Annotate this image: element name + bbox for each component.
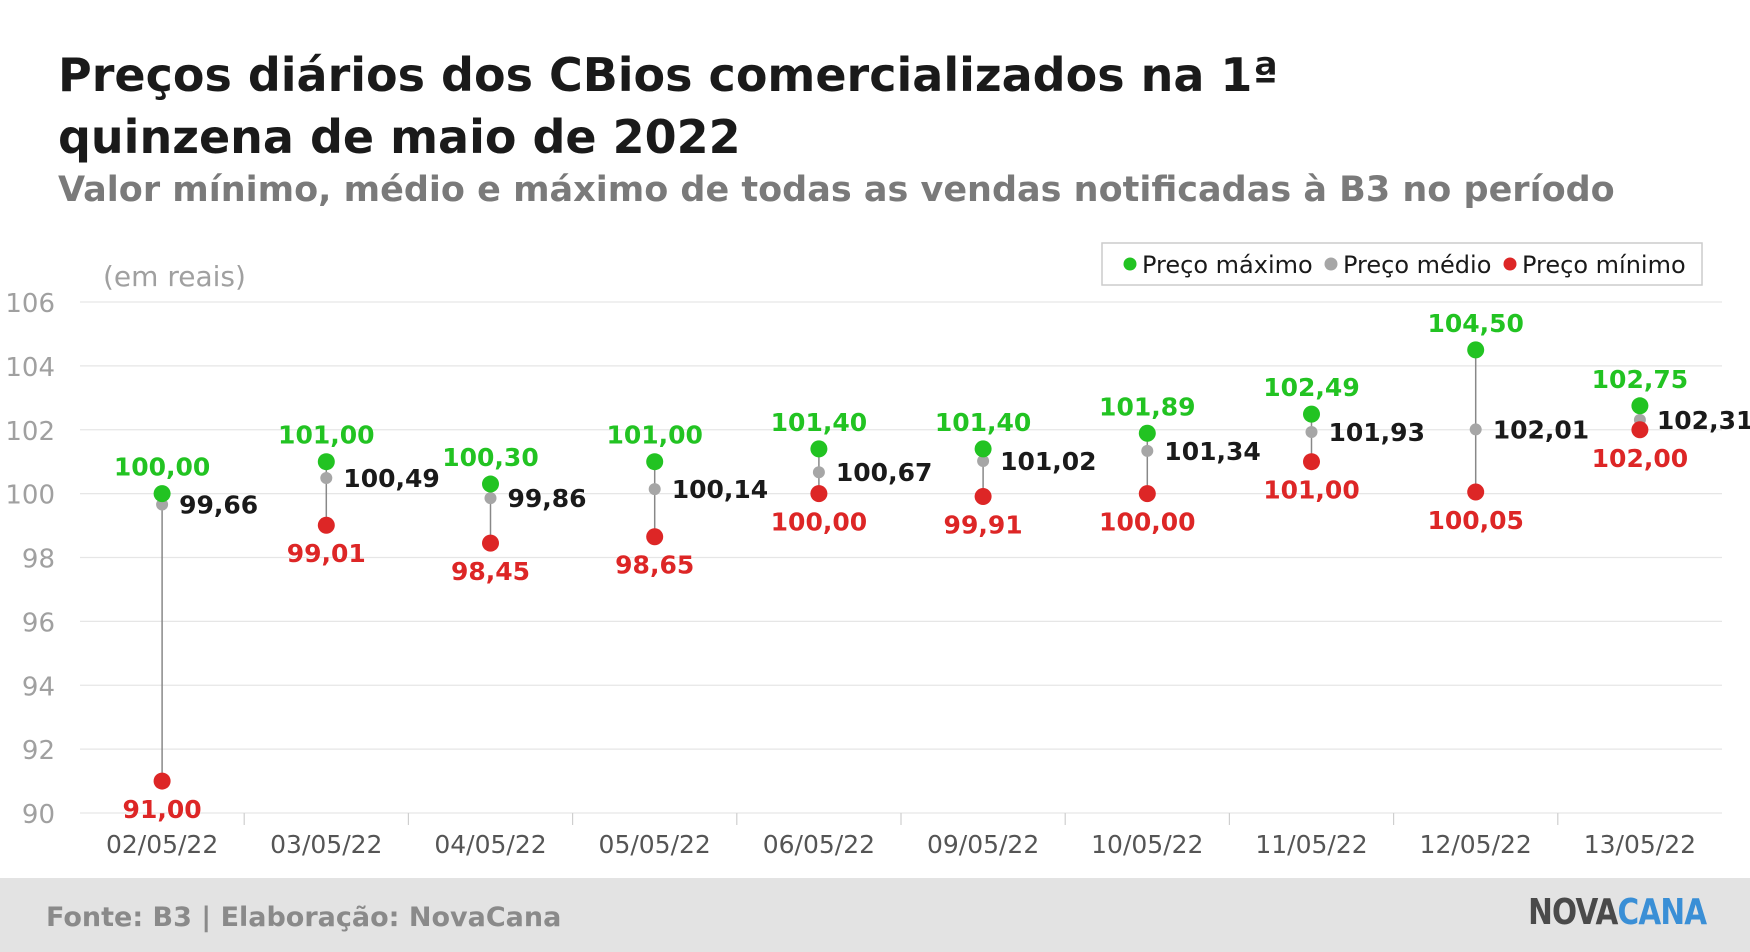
max-data-label: 101,89 (1099, 392, 1195, 421)
min-data-label: 102,00 (1592, 444, 1688, 473)
avg-data-label: 100,14 (672, 475, 768, 504)
max-point (974, 440, 992, 458)
chart-title: Preços diários dos CBios comercializados… (58, 48, 1279, 164)
y-tick-label: 100 (5, 481, 55, 511)
min-point (317, 516, 335, 534)
avg-point (648, 483, 661, 496)
legend-box (1101, 242, 1703, 286)
x-tick-label: 04/05/22 (434, 830, 546, 859)
avg-data-label: 100,67 (836, 458, 932, 487)
x-tick-label: 06/05/22 (763, 830, 875, 859)
max-data-label: 104,50 (1427, 309, 1523, 338)
min-data-label: 101,00 (1263, 476, 1359, 505)
max-point (1631, 397, 1649, 415)
max-point (810, 440, 828, 458)
max-data-label: 102,75 (1592, 365, 1688, 394)
avg-data-label: 102,31 (1657, 406, 1750, 435)
min-data-label: 100,00 (771, 508, 867, 537)
chart-canvas: (em reais) 90 92 94 96 98 100 102 104 106 02/05/2… (5, 242, 1750, 859)
avg-point (812, 466, 825, 479)
source-note: Fonte: B3 | Elaboração: NovaCana (46, 902, 562, 933)
legend-label: Preço médio (1343, 251, 1491, 279)
legend: Preço máximo Preço médio Preço mínimo (1101, 242, 1703, 286)
logo-part-cana: CANA (1617, 892, 1707, 933)
max-data-label: 100,00 (114, 453, 210, 482)
min-point (810, 485, 828, 503)
min-point (974, 487, 992, 505)
min-point (1467, 483, 1485, 501)
max-data-label: 101,00 (278, 421, 374, 450)
logo-part-nova: NOVA (1527, 892, 1618, 933)
min-point (646, 528, 664, 546)
min-data-label: 100,05 (1427, 506, 1523, 535)
min-data-label: 91,00 (123, 795, 202, 824)
avg-point (320, 471, 333, 484)
y-tick-label: 104 (5, 353, 55, 383)
avg-data-label: 99,66 (179, 490, 258, 519)
legend-label: Preço mínimo (1522, 251, 1686, 279)
avg-point (1305, 425, 1318, 438)
max-data-label: 101,00 (606, 421, 702, 450)
x-tick-label: 02/05/22 (106, 830, 218, 859)
avg-data-label: 101,34 (1164, 437, 1260, 466)
y-tick-label: 94 (22, 672, 55, 702)
min-point (1138, 485, 1156, 503)
min-point (482, 534, 499, 552)
x-tick-label: 03/05/22 (270, 830, 382, 859)
grid-layer: 90 92 94 96 98 100 102 104 106 02/05/22 03/05/22 04… (5, 289, 1722, 859)
min-point (1631, 421, 1649, 439)
novacana-logo: NOVACANA (1527, 892, 1707, 933)
avg-data-label: 101,02 (1000, 447, 1096, 476)
footer: Fonte: B3 | Elaboração: NovaCana NOVACAN… (0, 878, 1750, 952)
max-point (153, 485, 171, 503)
avg-point (977, 455, 990, 468)
max-data-label: 101,40 (935, 408, 1031, 437)
x-tick-label: 10/05/22 (1091, 830, 1203, 859)
min-data-label: 99,01 (287, 539, 366, 568)
unit-label: (em reais) (103, 260, 246, 293)
min-data-label: 100,00 (1099, 508, 1195, 537)
min-data-label: 99,91 (944, 510, 1023, 539)
avg-data-label: 100,49 (343, 464, 439, 493)
y-tick-label: 102 (5, 417, 55, 447)
max-data-label: 100,30 (442, 443, 538, 472)
max-point (317, 453, 335, 471)
max-point (1467, 341, 1485, 359)
legend-marker (1503, 257, 1517, 271)
avg-point (1469, 423, 1482, 436)
legend-marker (1123, 257, 1137, 271)
avg-data-label: 99,86 (508, 484, 587, 513)
avg-data-label: 101,93 (1329, 418, 1425, 447)
legend-label: Preço máximo (1142, 251, 1313, 279)
x-tick-label: 13/05/22 (1584, 830, 1696, 859)
max-point (646, 453, 664, 471)
avg-data-label: 102,01 (1493, 415, 1589, 444)
max-data-label: 102,49 (1263, 373, 1359, 402)
max-point (1303, 405, 1320, 423)
avg-point (484, 492, 497, 505)
max-point (1138, 424, 1156, 442)
max-point (482, 475, 499, 493)
min-data-label: 98,65 (615, 551, 694, 580)
marks-layer: 100,00 99,66 91,00 101,00 100,49 99,01 100,30 9… (114, 309, 1750, 824)
legend-marker (1324, 257, 1338, 271)
max-data-label: 101,40 (771, 408, 867, 437)
min-point (153, 772, 171, 790)
y-tick-label: 90 (22, 800, 55, 830)
y-tick-label: 106 (5, 289, 55, 319)
x-tick-label: 05/05/22 (599, 830, 711, 859)
x-tick-label: 12/05/22 (1420, 830, 1532, 859)
y-tick-label: 96 (22, 608, 55, 638)
y-tick-label: 98 (22, 545, 55, 575)
y-tick-label: 92 (22, 736, 55, 766)
avg-point (1141, 444, 1154, 457)
chart-subtitle: Valor mínimo, médio e máximo de todas as… (58, 170, 1615, 210)
x-tick-label: 11/05/22 (1255, 830, 1367, 859)
x-tick-label: 09/05/22 (927, 830, 1039, 859)
min-data-label: 98,45 (451, 557, 530, 586)
min-point (1303, 453, 1320, 471)
